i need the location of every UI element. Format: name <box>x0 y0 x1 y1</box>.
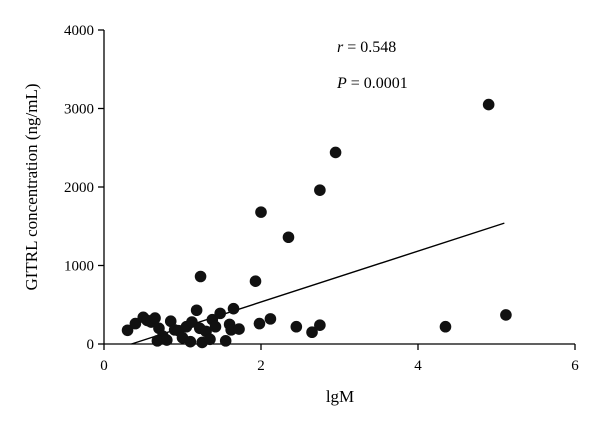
y-tick-label: 3000 <box>64 102 94 118</box>
data-point <box>194 270 207 283</box>
data-points <box>121 98 512 349</box>
data-point <box>500 309 512 321</box>
r-value: = 0.548 <box>343 39 396 56</box>
data-point <box>329 146 342 159</box>
data-point <box>121 324 134 337</box>
x-axis-title: lgM <box>326 387 354 406</box>
ticks: 0 2 4 6 0 1000 2000 3000 4000 <box>64 23 579 374</box>
p-annotation: P = 0.0001 <box>336 75 408 92</box>
data-point <box>249 275 262 288</box>
data-point <box>290 320 303 333</box>
data-point <box>219 335 232 347</box>
y-tick-label: 2000 <box>64 180 94 196</box>
p-symbol: P <box>336 75 347 92</box>
data-point <box>190 304 203 317</box>
data-point <box>184 335 197 348</box>
y-tick-label: 1000 <box>64 259 94 275</box>
data-point <box>314 184 326 196</box>
data-point <box>264 313 277 325</box>
data-point <box>186 316 198 328</box>
data-point <box>255 206 267 218</box>
data-point <box>439 320 452 333</box>
y-tick-label: 4000 <box>64 23 94 39</box>
data-point <box>129 317 142 330</box>
data-point <box>204 333 216 346</box>
data-point <box>314 319 326 331</box>
data-point <box>209 320 222 333</box>
data-point <box>253 317 266 330</box>
data-point <box>227 302 240 315</box>
data-point <box>282 231 295 244</box>
x-tick-label: 6 <box>571 358 579 374</box>
x-tick-label: 4 <box>414 358 422 374</box>
data-point <box>214 307 226 320</box>
p-value: = 0.0001 <box>347 75 408 92</box>
r-symbol: r <box>337 39 344 56</box>
y-axis-title: GITRL concentration (ng/mL) <box>22 83 41 290</box>
data-point <box>151 335 164 347</box>
data-point <box>161 334 173 346</box>
data-point <box>482 98 495 111</box>
x-tick-label: 0 <box>100 358 108 374</box>
x-tick-label: 2 <box>257 358 265 374</box>
y-tick-label: 0 <box>87 337 95 353</box>
data-point <box>164 315 177 328</box>
data-point <box>233 323 245 335</box>
data-point <box>306 326 318 339</box>
data-point <box>149 312 161 324</box>
r-annotation: r = 0.548 <box>337 39 396 56</box>
